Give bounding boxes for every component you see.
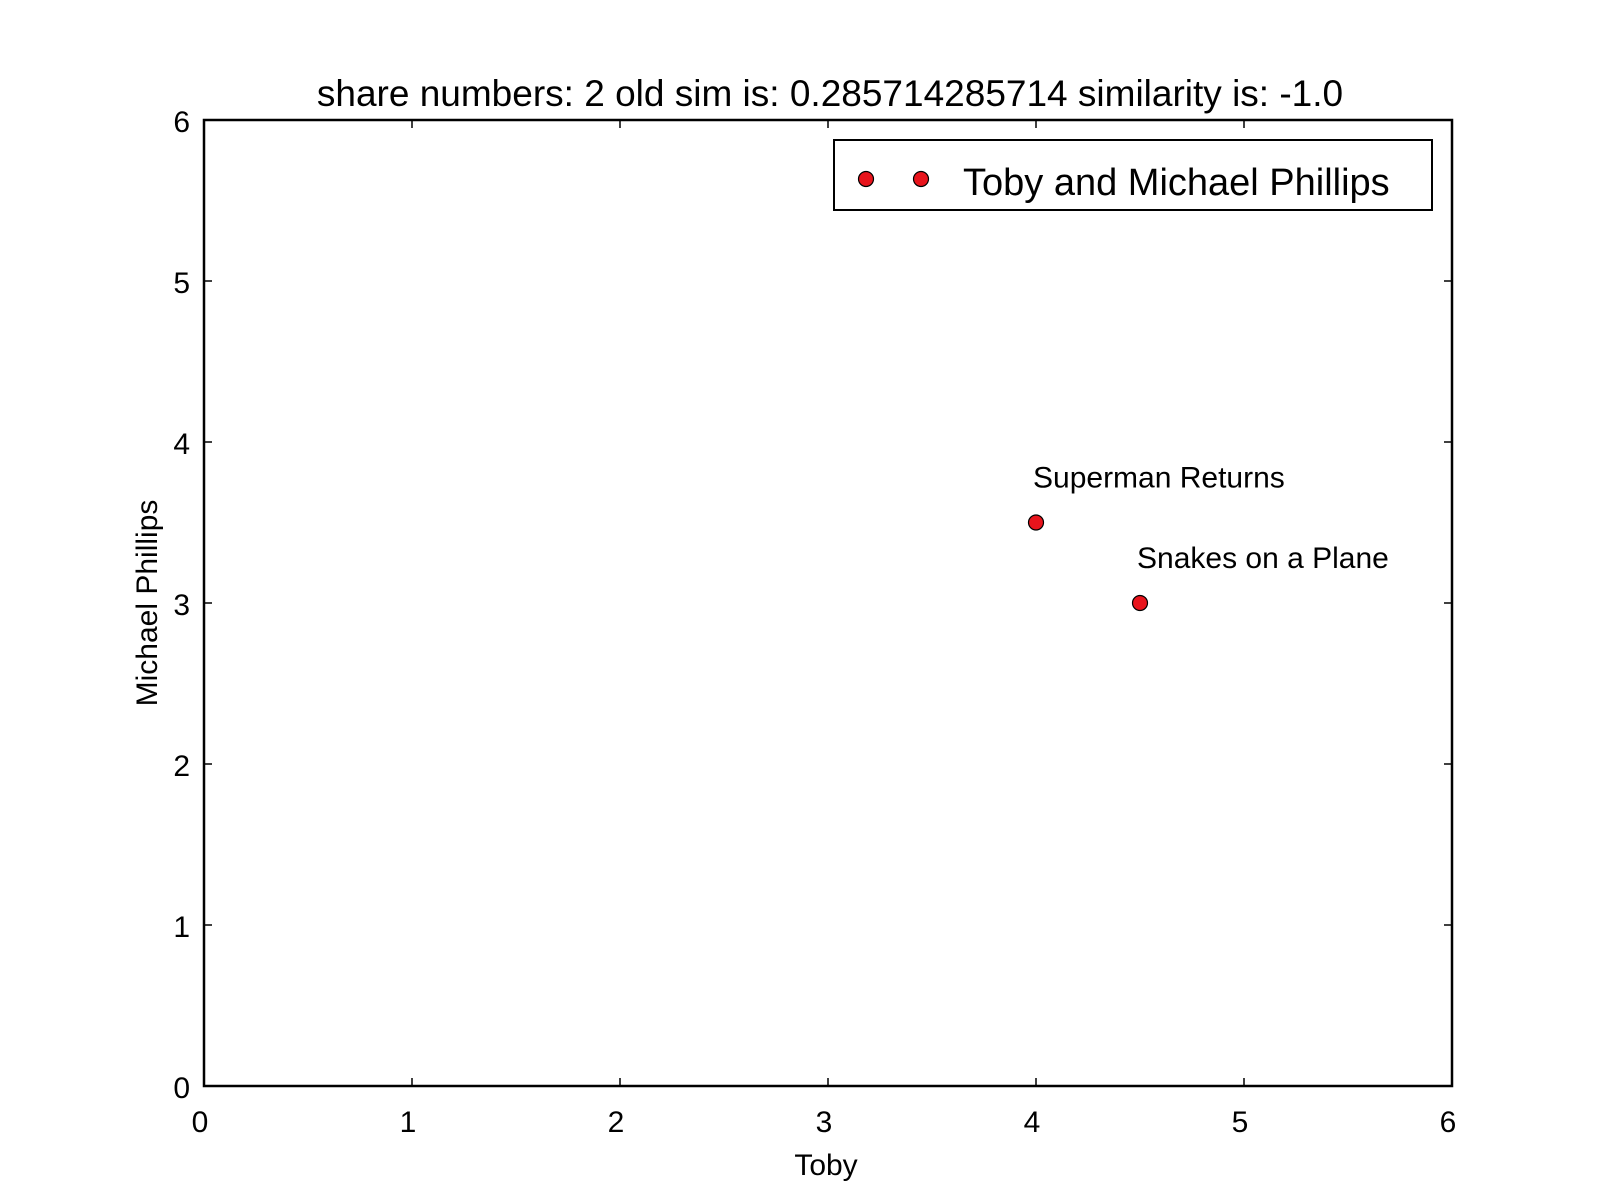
x-axis-label: Toby — [794, 1149, 857, 1182]
point-label: Snakes on a Plane — [1137, 542, 1389, 575]
legend-marker-left — [857, 170, 875, 188]
x-tick-label: 3 — [816, 1106, 833, 1139]
y-tick-labels: 0 1 2 3 4 5 6 — [173, 106, 190, 1105]
x-tick-label: 0 — [192, 1106, 209, 1139]
data-point — [1027, 514, 1045, 531]
tick-marks — [203, 119, 1453, 1087]
y-tick-label: 2 — [173, 750, 190, 783]
x-tick-label: 5 — [1232, 1106, 1249, 1139]
x-tick-label: 1 — [400, 1106, 417, 1139]
x-tick-labels: 0 1 2 3 4 5 6 — [192, 1106, 1457, 1139]
x-tick-label: 6 — [1440, 1106, 1457, 1139]
x-tick-label: 4 — [1024, 1106, 1041, 1139]
legend-label: Toby and Michael Phillips — [963, 162, 1390, 204]
y-tick-label: 5 — [173, 267, 190, 300]
y-tick-label: 4 — [173, 428, 190, 461]
legend: Toby and Michael Phillips — [833, 139, 1433, 211]
y-tick-label: 6 — [173, 106, 190, 139]
plot-frame — [202, 118, 1454, 1088]
y-tick-label: 0 — [173, 1072, 190, 1105]
y-axis-label: Michael Phillips — [131, 500, 164, 707]
point-annotations: Superman Returns Snakes on a Plane — [1033, 462, 1389, 576]
chart-title: share numbers: 2 old sim is: 0.285714285… — [317, 73, 1343, 114]
plot-area: 0 1 2 3 4 5 6 0 1 2 3 4 5 6 Superman Returns Snakes o… — [173, 106, 1456, 1139]
data-point — [1131, 594, 1149, 612]
y-tick-label: 1 — [173, 911, 190, 944]
legend-box — [833, 139, 1433, 211]
x-tick-label: 2 — [608, 1106, 625, 1139]
point-label: Superman Returns — [1033, 462, 1285, 495]
y-tick-label: 3 — [173, 589, 190, 622]
legend-marker-right — [912, 170, 930, 188]
data-points — [1027, 514, 1149, 612]
